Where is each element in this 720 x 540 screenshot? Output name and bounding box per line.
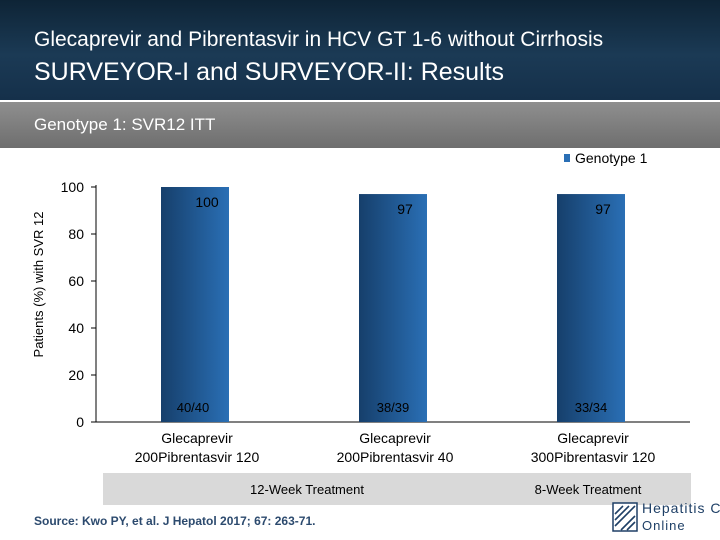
slide-title: Glecaprevir and Pibrentasvir in HCV GT 1… [34,28,604,51]
x-category-label: Glecaprevir [359,430,431,446]
bar-value-label: 97 [595,201,611,217]
x-category-label: 300Pibrentasvir 120 [531,449,656,465]
bar-value-label: 97 [397,201,413,217]
bar [161,187,229,422]
x-category-label: Glecaprevir [161,430,233,446]
y-tick-label: 80 [68,226,84,242]
treatment-group-label: 12-Week Treatment [250,482,364,497]
bar-value-label: 100 [195,194,219,210]
y-tick-label: 60 [68,273,84,289]
y-tick-label: 20 [68,367,84,383]
logo-icon [612,502,638,532]
legend-label: Genotype 1 [575,150,648,166]
y-tick-label: 0 [76,414,84,430]
x-category-label: 200Pibrentasvir 120 [135,449,260,465]
treatment-group-box [485,473,691,505]
x-category-label: 200Pibrentasvir 40 [337,449,454,465]
slide-header: Glecaprevir and Pibrentasvir in HCV GT 1… [0,0,720,100]
bar-count-label: 38/39 [377,400,410,415]
bar [557,194,625,422]
logo-text-line1: Hepatitis C [642,500,720,516]
bar-count-label: 33/34 [575,400,608,415]
source-citation: Source: Kwo PY, et al. J Hepatol 2017; 6… [34,514,316,528]
y-axis-title: Patients (%) with SVR 12 [31,212,46,358]
treatment-group-label: 8-Week Treatment [535,482,642,497]
x-category-label: Glecaprevir [557,430,629,446]
y-tick-label: 100 [61,179,85,195]
hcv-online-logo: Hepatitis C Online [612,498,720,540]
slide-subtitle-title: SURVEYOR-I and SURVEYOR-II: Results [34,58,505,86]
y-tick-label: 40 [68,320,84,336]
section-title: Genotype 1: SVR12 ITT [34,115,216,134]
legend-swatch [564,154,570,162]
bar-count-label: 40/40 [177,400,210,415]
section-bar: Genotype 1: SVR12 ITT [0,102,720,148]
bar [359,194,427,422]
logo-text-line2: Online [642,518,686,533]
treatment-group-box [103,473,511,505]
